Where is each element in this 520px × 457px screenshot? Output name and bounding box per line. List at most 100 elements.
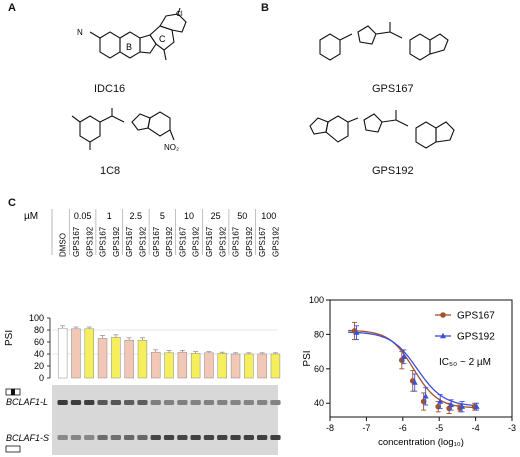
bar-gps192 bbox=[190, 353, 201, 379]
point-gps192 bbox=[473, 403, 480, 409]
x-tick-label: -8 bbox=[326, 423, 334, 433]
gel-band-short bbox=[110, 435, 121, 440]
band-label-top: BCLAF1-L bbox=[6, 397, 48, 407]
gel-band-long bbox=[230, 400, 241, 405]
point-gps192 bbox=[353, 329, 360, 335]
ring-b-label: B bbox=[126, 42, 132, 52]
gel-band-long bbox=[110, 400, 121, 405]
um-label: µM bbox=[24, 211, 38, 222]
gel-band-long bbox=[243, 400, 254, 405]
y-axis-label: PSI bbox=[302, 350, 313, 366]
bar-gps167 bbox=[204, 352, 214, 379]
y-tick-label: 40 bbox=[314, 398, 324, 408]
bar-gps167 bbox=[177, 351, 188, 379]
fit-curve-gps167 bbox=[348, 329, 476, 409]
lane-label: GPS192 bbox=[271, 226, 280, 257]
bar-gps192 bbox=[137, 339, 148, 379]
panel-b-letter: B bbox=[261, 2, 269, 14]
gel-band-short bbox=[270, 435, 281, 440]
y-tick-label: 80 bbox=[314, 329, 324, 339]
idc16-name: IDC16 bbox=[94, 83, 126, 95]
gel-band-long bbox=[57, 400, 68, 405]
concentration-label: 10 bbox=[184, 211, 194, 221]
bar-y-tick-label: 0 bbox=[39, 373, 44, 383]
x-tick-label: -5 bbox=[435, 423, 443, 433]
bar-y-tick-label: 60 bbox=[34, 337, 44, 347]
bar-gps192 bbox=[217, 353, 227, 379]
point-gps192 bbox=[437, 398, 444, 404]
bar-gps167 bbox=[124, 339, 134, 379]
point-gps192 bbox=[459, 403, 466, 409]
legend-marker-gps167 bbox=[440, 312, 446, 318]
bar-gps167 bbox=[230, 353, 241, 379]
bar-gps192 bbox=[244, 353, 254, 379]
x-axis-label: concentration (log₁₀) bbox=[378, 437, 464, 448]
panel-a-letter: A bbox=[8, 2, 16, 14]
lane-label: GPS167 bbox=[99, 226, 108, 257]
bar-gps167 bbox=[97, 338, 108, 379]
x-tick-label: -7 bbox=[362, 423, 370, 433]
plot-frame bbox=[329, 299, 513, 418]
gel-band-short bbox=[57, 435, 68, 440]
bar-gps192 bbox=[111, 336, 121, 379]
lane-label: DMSO bbox=[59, 233, 68, 257]
gel-band-short bbox=[177, 435, 188, 440]
concentration-label: 1 bbox=[107, 211, 112, 221]
gel-band-long bbox=[137, 400, 148, 405]
lane-label: GPS167 bbox=[125, 226, 134, 257]
dose-response-chart: -8 -7 -6 -5 -4 -3 40 60 80 100 PSI concentration (l… bbox=[302, 295, 516, 448]
gel-band-long bbox=[203, 400, 215, 405]
gel-band-long bbox=[150, 400, 161, 405]
lane-label: GPS167 bbox=[205, 226, 214, 257]
gel-band-short bbox=[97, 435, 108, 440]
lane-label: GPS167 bbox=[232, 226, 241, 257]
lane-label: GPS192 bbox=[85, 226, 94, 257]
cl-label: Cl bbox=[176, 11, 183, 18]
gel-band-long bbox=[177, 400, 188, 405]
lane-label: GPS167 bbox=[258, 226, 267, 257]
gel-band-short bbox=[150, 435, 161, 440]
gel-band-short bbox=[70, 435, 82, 440]
lane-label: GPS167 bbox=[152, 226, 161, 257]
lane-label: GPS167 bbox=[72, 226, 81, 257]
lane-label: GPS192 bbox=[138, 226, 147, 257]
gel-band-short bbox=[190, 435, 201, 440]
gps167-structure bbox=[319, 22, 449, 61]
concentration-label: 100 bbox=[261, 211, 276, 221]
lane-label: GPS192 bbox=[218, 226, 227, 257]
band-label-bottom: BCLAF1-S bbox=[6, 433, 49, 443]
concentration-label: 50 bbox=[237, 211, 247, 221]
exon-skipped-icon bbox=[5, 445, 21, 453]
bar-y-tick-label: 80 bbox=[34, 325, 44, 335]
1c8-name: 1C8 bbox=[100, 165, 121, 177]
point-gps167 bbox=[420, 398, 427, 405]
gel-band-short bbox=[217, 435, 228, 440]
gel-band-short bbox=[124, 435, 135, 440]
gel-band-short bbox=[84, 435, 95, 440]
gel-band-long bbox=[257, 400, 268, 405]
x-tick-label: -3 bbox=[508, 423, 516, 433]
lane-label: GPS167 bbox=[178, 226, 187, 257]
gps192-name: GPS192 bbox=[372, 165, 414, 177]
point-gps192 bbox=[400, 353, 407, 359]
idc16-structure: N B C Cl bbox=[77, 8, 187, 61]
bar-y-tick-label: 20 bbox=[34, 361, 44, 371]
gps167-name: GPS167 bbox=[372, 83, 414, 95]
concentration-label: 0.05 bbox=[74, 211, 92, 221]
panel-c-letter: C bbox=[8, 197, 16, 209]
gel-band-short bbox=[257, 435, 268, 440]
gel-band-short bbox=[163, 435, 175, 440]
bar-gps167 bbox=[151, 351, 161, 379]
fit-curve-gps192 bbox=[348, 331, 476, 407]
gel-band-short bbox=[230, 435, 241, 440]
bar-chart-and-gel: µM 0.05 1 2.5 5 10 25 50 100 DMSO GPS167 GPS192 GP… bbox=[4, 209, 281, 455]
bar-gps167 bbox=[257, 353, 267, 379]
gel-band-long bbox=[97, 400, 108, 405]
x-tick-label: -6 bbox=[399, 423, 407, 433]
gel-band-long bbox=[84, 400, 95, 405]
gel-band-long bbox=[70, 400, 82, 405]
concentration-label: 2.5 bbox=[130, 211, 143, 221]
gel-band-long bbox=[163, 400, 175, 405]
bar-dmso bbox=[57, 327, 68, 379]
bar-gps192 bbox=[164, 352, 174, 379]
